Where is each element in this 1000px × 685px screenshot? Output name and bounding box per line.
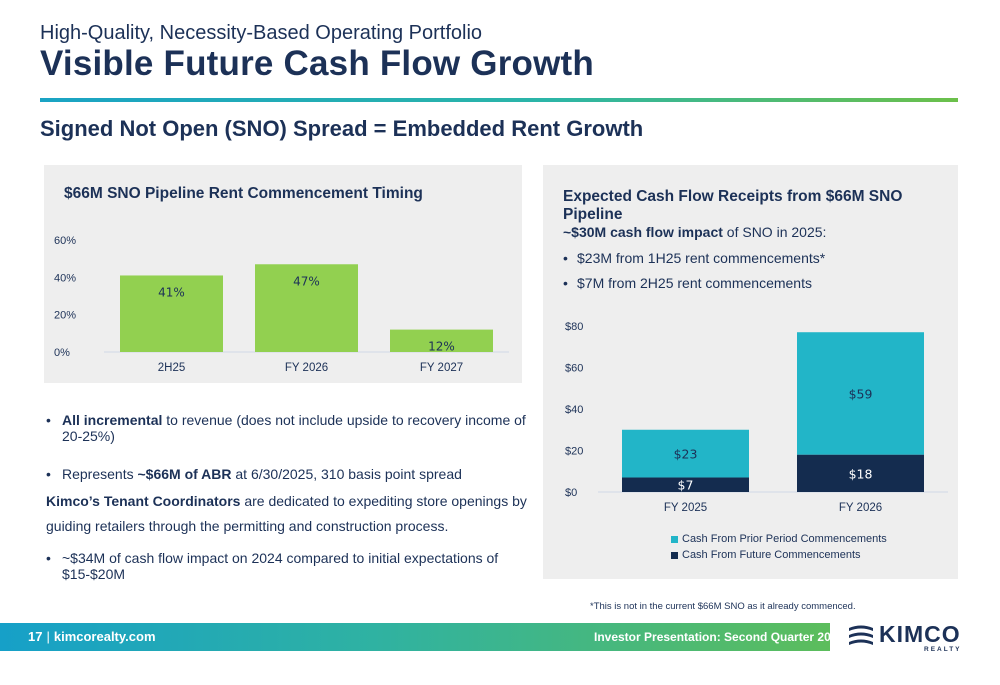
y-tick-label: $80 [565,321,583,333]
timing-chart-panel: $66M SNO Pipeline Rent Commencement Timi… [44,165,522,383]
impact-bullets: $23M from 1H25 rent commencements* $7M f… [563,250,825,300]
bar-segment-0-0 [622,477,749,492]
legend-item-future: Cash From Future Commencements [671,549,887,561]
body-bullets-2: ~$34M of cash flow impact on 2024 compar… [46,550,556,582]
y-tick-label: 0% [54,347,70,359]
presentation-label: Investor Presentation: Second Quarter 20… [594,630,845,644]
legend-item-prior: Cash From Prior Period Commencements [671,533,887,545]
tenant-coordinators-paragraph: Kimco’s Tenant Coordinators are dedicate… [46,489,556,539]
x-tick-label: 2H25 [158,362,186,374]
segment-data-label: $23 [674,447,698,462]
x-tick-label: FY 2027 [420,362,463,374]
bar-segment-1-0 [622,429,749,478]
bar-0 [120,275,223,352]
bullet-abr-rest: at 6/30/2025, 310 basis point spread [231,466,462,482]
kimco-logo: KIMCO REALTY [846,619,961,655]
bar-data-label: 47% [293,274,320,288]
y-tick-label: $40 [565,404,583,416]
footer-bar [0,623,830,651]
x-tick-label: FY 2025 [664,502,707,514]
slide-title: Visible Future Cash Flow Growth [40,44,594,83]
cash-flow-legend: Cash From Prior Period Commencements Cas… [671,533,887,565]
slide-subtitle: High-Quality, Necessity-Based Operating … [40,22,483,44]
bar-segment-1-1 [797,332,924,455]
para-bold: Kimco’s Tenant Coordinators [46,493,241,509]
segment-data-label: $7 [678,478,694,493]
y-tick-label: 60% [54,235,76,247]
x-tick-label: FY 2026 [839,502,882,514]
bullet-incremental-bold: All incremental [62,412,163,428]
page-number: 17 [28,629,43,644]
footer-left: 17 | kimcorealty.com [28,629,156,644]
para-rest: are dedicated to expediting store openin… [46,493,527,534]
cash-flow-panel: Expected Cash Flow Receipts from $66M SN… [543,165,958,579]
y-tick-label: 40% [54,272,76,284]
legend-label-prior: Cash From Prior Period Commencements [682,533,887,545]
y-tick-label: $0 [565,487,577,499]
logo-subtext: REALTY [924,646,962,653]
timing-bar-chart: 0% 20% 40% 60% 41% 2H25 47% FY 2026 12% FY 2027 [54,235,509,374]
impact-bullet-2h25: $7M from 2H25 rent commencements [563,275,825,291]
segment-data-label: $59 [849,386,873,401]
bar-2 [390,329,493,352]
impact-bold: ~$30M cash flow impact [563,224,723,240]
timing-chart-title: $66M SNO Pipeline Rent Commencement Timi… [64,185,423,202]
impact-rest: of SNO in 2025: [722,224,827,240]
bullet-abr: Represents ~$66M of ABR at 6/30/2025, 31… [46,466,546,482]
footer-separator: | [46,629,50,644]
cash-flow-title: Expected Cash Flow Receipts from $66M SN… [563,188,903,223]
body-bullets: All incremental to revenue (does not inc… [46,412,546,504]
y-tick-label: 20% [54,310,76,322]
bar-1 [255,264,358,352]
bullet-incremental-rest: to revenue (does not include upside to r… [62,412,526,444]
legend-label-future: Cash From Future Commencements [682,549,861,561]
legend-swatch-future [671,551,678,559]
website-link[interactable]: kimcorealty.com [53,629,156,644]
y-tick-label: $60 [565,363,583,375]
bullet-2024-impact: ~$34M of cash flow impact on 2024 compar… [46,550,556,582]
bar-data-label: 41% [158,285,185,299]
bar-segment-0-1 [797,454,924,492]
y-tick-label: $20 [565,446,583,458]
title-divider [40,98,958,102]
bullet-abr-pre: Represents [62,466,138,482]
cash-flow-stacked-chart: $0 $20 $40 $60 $80 $7 $23 FY 2025 $18 $59 FY 2026 [565,321,948,514]
footnote: *This is not in the current $66M SNO as … [590,601,856,612]
cash-flow-impact: ~$30M cash flow impact of SNO in 2025: [563,224,826,240]
logo-wordmark: KIMCO [879,621,961,647]
impact-bullet-1h25: $23M from 1H25 rent commencements* [563,250,825,266]
bullet-abr-bold: ~$66M of ABR [137,466,232,482]
section-headline: Signed Not Open (SNO) Spread = Embedded … [40,116,644,141]
legend-swatch-prior [671,535,678,543]
x-tick-label: FY 2026 [285,362,328,374]
bullet-incremental: All incremental to revenue (does not inc… [46,412,546,444]
bar-data-label: 12% [428,340,455,354]
kimco-wave-icon [849,625,873,645]
segment-data-label: $18 [849,466,873,481]
